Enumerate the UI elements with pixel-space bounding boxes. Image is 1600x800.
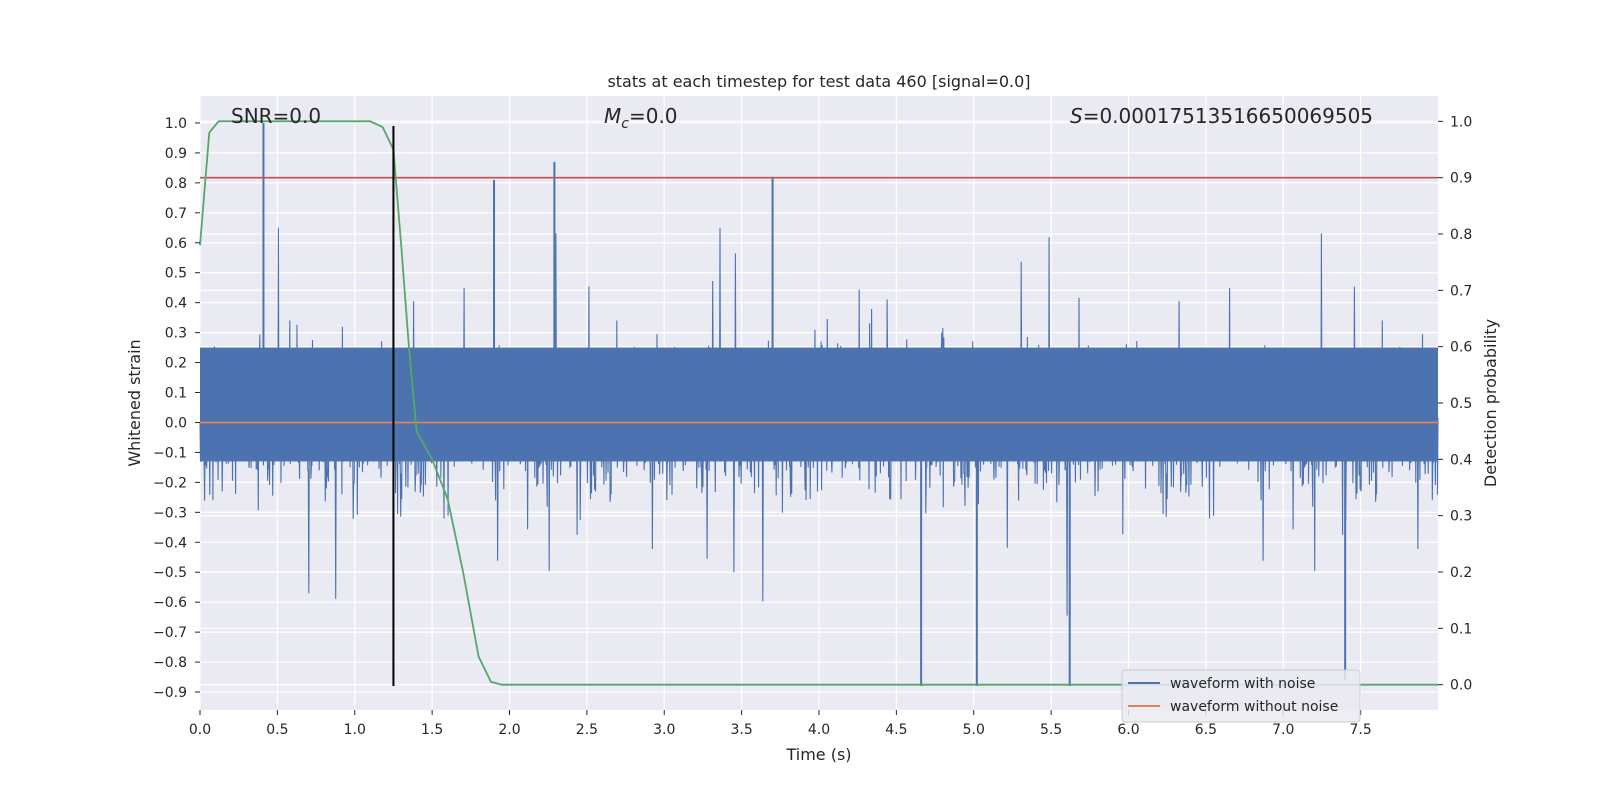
x-tick-label: 5.0	[963, 722, 985, 738]
legend-box	[1121, 669, 1361, 723]
y-left-tick-label: 0.8	[165, 176, 187, 192]
x-tick-label: 4.5	[885, 722, 907, 738]
y-left-tick-label: −0.9	[153, 685, 187, 701]
snr-annotation: SNR=0.0	[231, 104, 321, 128]
y-axis-left-label: Whitened strain	[125, 339, 144, 466]
x-tick-label: 6.5	[1195, 722, 1217, 738]
y-left-tick-label: −0.2	[153, 475, 187, 491]
mc-annotation: Mc=0.0	[604, 104, 678, 132]
y-right-tick-label: 0.9	[1450, 171, 1472, 187]
y-axis-right-ticks: 1.0 0.9 0.8 0.7 0.6 0.5 0.4 0.3 0.2 0.1 0.0	[1438, 114, 1472, 694]
y-left-tick-label: −0.8	[153, 655, 187, 671]
y-left-tick-label: −0.7	[153, 625, 187, 641]
y-right-tick-label: 0.2	[1450, 565, 1472, 581]
y-left-tick-label: 1.0	[165, 116, 187, 132]
x-tick-label: 1.5	[421, 722, 443, 738]
y-left-tick-label: 0.4	[165, 296, 187, 312]
y-left-tick-label: 0.7	[165, 206, 187, 222]
y-left-tick-label: 0.6	[165, 236, 187, 252]
y-left-tick-label: 0.0	[165, 415, 187, 431]
x-tick-label: 2.0	[498, 722, 520, 738]
y-right-tick-label: 0.7	[1450, 283, 1472, 299]
x-tick-label: 3.0	[653, 722, 675, 738]
y-left-tick-label: −0.3	[153, 505, 187, 521]
y-left-tick-label: −0.1	[153, 445, 187, 461]
noise-core	[200, 347, 1438, 462]
x-tick-label: 2.5	[576, 722, 598, 738]
y-left-tick-label: −0.5	[153, 565, 187, 581]
legend-label-noise: waveform with noise	[1170, 676, 1315, 692]
x-axis-label: Time (s)	[785, 745, 851, 764]
x-tick-label: 4.0	[808, 722, 830, 738]
y-right-tick-label: 0.5	[1450, 396, 1472, 412]
x-tick-label: 7.5	[1349, 722, 1371, 738]
y-left-tick-label: −0.6	[153, 595, 187, 611]
x-tick-label: 3.5	[730, 722, 752, 738]
x-tick-label: 0.0	[189, 722, 211, 738]
x-tick-label: 6.0	[1117, 722, 1139, 738]
y-right-tick-label: 0.3	[1450, 509, 1472, 525]
y-left-tick-label: 0.2	[165, 356, 187, 372]
y-right-tick-label: 0.6	[1450, 340, 1472, 356]
y-right-tick-label: 0.4	[1450, 452, 1472, 468]
y-right-tick-label: 0.0	[1450, 678, 1472, 694]
x-tick-label: 1.0	[344, 722, 366, 738]
x-tick-label: 0.5	[266, 722, 288, 738]
y-left-tick-label: 0.1	[165, 386, 187, 402]
x-tick-label: 5.5	[1040, 722, 1062, 738]
legend: waveform with noise waveform without noi…	[1121, 669, 1361, 723]
y-left-tick-label: 0.9	[165, 146, 187, 162]
y-right-tick-label: 0.1	[1450, 621, 1472, 637]
y-axis-right-label: Detection probability	[1481, 319, 1500, 487]
detection-probability-line	[199, 120, 1438, 686]
y-left-tick-label: 0.3	[165, 326, 187, 342]
s-annotation: S=0.00017513516650069505	[1070, 104, 1373, 128]
y-right-tick-label: 0.8	[1450, 227, 1472, 243]
x-axis-ticks: 0.0 0.5 1.0 1.5 2.0 2.5 3.0 3.5 4.0 4.5 5.0 5.5 6.0 6…	[189, 710, 1372, 738]
legend-label-clean: waveform without noise	[1170, 699, 1338, 715]
y-right-tick-label: 1.0	[1450, 114, 1472, 130]
noise-series	[199, 122, 1439, 687]
chart-title: stats at each timestep for test data 460…	[607, 72, 1030, 91]
y-axis-left-ticks: 1.0 0.9 0.8 0.7 0.6 0.5 0.4 0.3 0.2 0.1 0.0 −0.1 −0.…	[153, 116, 200, 701]
y-left-tick-label: −0.4	[153, 535, 187, 551]
y-left-tick-label: 0.5	[165, 266, 187, 282]
x-tick-label: 7.0	[1272, 722, 1294, 738]
